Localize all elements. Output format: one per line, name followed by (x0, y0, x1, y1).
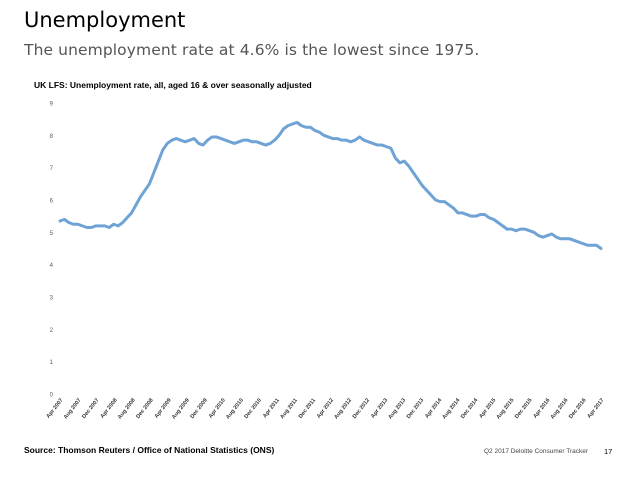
page-number: 17 (604, 447, 613, 456)
x-tick-label: Aug 2012 (333, 398, 353, 421)
slide-subtitle: The unemployment rate at 4.6% is the low… (24, 41, 480, 59)
y-axis: 0 1 2 3 4 5 6 7 8 9 (50, 102, 54, 399)
x-tick-label: Apr 2009 (154, 398, 173, 420)
x-tick-label: Aug 2008 (117, 398, 137, 421)
x-tick-label: Apr 2013 (370, 398, 389, 420)
x-tick-label: Apr 2010 (208, 398, 227, 420)
slide-title: Unemployment (24, 8, 186, 32)
x-tick-label: Apr 2012 (316, 398, 335, 420)
y-tick-label: 2 (50, 328, 54, 334)
x-tick-label: Dec 2014 (460, 397, 480, 420)
x-tick-label: Apr 2017 (587, 398, 606, 420)
y-tick-label: 7 (50, 166, 54, 172)
x-tick-label: Dec 2016 (568, 398, 587, 420)
y-tick-label: 5 (50, 231, 54, 237)
footer-text: Q2 2017 Deloitte Consumer Tracker (484, 448, 589, 455)
x-tick-label: Apr 2016 (532, 398, 551, 420)
x-tick-label: Dec 2009 (189, 398, 208, 420)
source-note: Source: Thomson Reuters / Office of Nati… (24, 445, 275, 455)
x-tick-label: Aug 2014 (442, 397, 462, 421)
plot-area (58, 120, 603, 250)
x-tick-label: Dec 2012 (352, 398, 371, 420)
x-tick-label: Dec 2008 (135, 398, 154, 420)
y-tick-label: 3 (50, 296, 54, 302)
x-tick-label: Apr 2015 (478, 398, 497, 420)
x-tick-label: Dec 2010 (244, 398, 263, 420)
x-tick-label: Dec 2013 (406, 398, 425, 420)
x-tick-label: Apr 2008 (100, 398, 119, 420)
y-tick-label: 6 (50, 199, 54, 205)
y-tick-label: 4 (50, 263, 54, 269)
chart-title: UK LFS: Unemployment rate, all, aged 16 … (34, 80, 312, 90)
x-tick-label: Aug 2010 (225, 398, 245, 421)
x-tick-label: Aug 2007 (63, 398, 83, 421)
series-line-unemployment-rate (58, 120, 603, 250)
x-tick-label: Dec 2011 (298, 398, 317, 420)
x-tick-label: Aug 2013 (387, 398, 407, 421)
y-tick-label: 9 (50, 102, 54, 108)
y-tick-label: 8 (50, 134, 54, 140)
x-tick-label: Aug 2016 (550, 398, 570, 421)
x-tick-label: Apr 2007 (46, 398, 65, 420)
x-tick-label: Aug 2011 (279, 398, 299, 421)
x-tick-label: Dec 2015 (514, 398, 533, 420)
x-tick-label: Aug 2015 (496, 398, 516, 421)
x-tick-label: Dec 2007 (81, 398, 100, 420)
y-tick-label: 1 (50, 360, 54, 366)
x-tick-label: Apr 2011 (262, 398, 281, 420)
y-tick-label: 0 (50, 393, 54, 399)
x-tick-label: Aug 2009 (171, 398, 191, 421)
